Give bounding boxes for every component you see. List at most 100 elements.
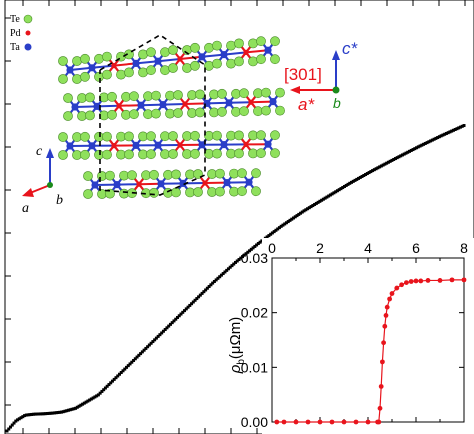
inset-x-tick-label: 4 [364,240,372,256]
c-axis-label: c [36,144,43,159]
main-data-point [337,188,341,192]
main-data-point [221,272,225,276]
ta-atom [113,181,121,189]
inset-data-point [381,340,386,346]
b-reciprocal-label: b [333,95,341,111]
main-data-point [186,305,190,309]
te-atom [129,109,139,120]
main-data-point [288,218,292,222]
main-data-point [411,148,415,152]
main-data-point [443,132,447,136]
main-data-point [21,415,25,419]
crystal-bond [206,101,230,105]
main-data-point [423,141,427,145]
te-atom [146,149,156,160]
te-atom [168,63,178,73]
te-atom [105,170,115,181]
te-atom [217,88,227,99]
ta-atom [154,57,162,65]
inset-data-point [305,419,311,425]
main-data-point [444,131,448,135]
te-atom [261,105,271,116]
direction-label: [301] [284,65,322,84]
resistivity-inset: 0 2 4 6 8 0.00 0.01 0.02 0.03 ρb(μΩm) [227,238,474,434]
main-data-point [374,167,378,171]
main-data-point [393,157,397,161]
a-axis-arrow [29,184,51,194]
main-data-point [350,180,354,184]
main-data-point [133,357,137,361]
main-data-point [353,178,357,182]
c-star-label: c* [342,39,359,58]
main-data-point [313,202,317,206]
main-data-point [170,321,174,325]
main-data-point [334,190,338,194]
main-data-point [23,414,27,418]
main-data-point [420,143,424,147]
main-data-point [453,127,457,131]
main-data-point [38,412,42,416]
te-atom [107,109,117,120]
inset-data-point [365,419,371,425]
main-data-point [82,401,86,405]
te-atom [270,130,280,141]
ta-atom [132,141,140,149]
main-data-point [86,399,90,403]
te-atom [58,56,68,66]
te-atom [195,107,205,118]
main-data-point [156,334,160,338]
main-data-point [408,149,412,153]
inset-y-tick-label: 0.01 [241,359,268,375]
main-data-point [183,309,187,313]
te-atom [83,171,93,181]
main-data-point [255,243,259,247]
main-data-point [52,411,56,415]
main-data-point [114,376,118,380]
te-atom [63,111,73,121]
te-atom [261,87,271,98]
te-atom [146,65,156,76]
inset-y-tick-label: 0.02 [241,305,268,321]
ta-atom [179,179,187,187]
main-plot-frame [4,0,474,434]
main-data-point [441,133,445,137]
te-atom [237,186,247,197]
main-data-point [372,168,376,172]
main-data-point [125,365,129,369]
main-data-point [54,411,58,415]
te-atom [149,187,159,198]
main-data-point [323,196,327,200]
main-data-point [277,226,281,230]
main-data-point [168,322,172,326]
legend-marker-ta [24,43,32,51]
inset-data-point [399,282,404,288]
inset-x-tick-label: 8 [460,240,468,256]
inset-data-point [341,419,347,425]
main-data-point [59,410,63,414]
main-data-point [226,267,230,271]
main-data-point [89,397,93,401]
main-data-point [302,209,306,213]
main-data-point [400,153,404,157]
main-data-point [79,403,83,407]
inset-data-point [418,278,424,284]
main-data-point [190,302,194,306]
main-data-point [77,404,81,408]
te-atom [173,90,183,100]
main-data-point [10,423,14,427]
main-data-point [309,205,313,209]
crystal-bond [228,101,252,104]
te-atom [212,58,222,69]
main-data-point [188,303,192,307]
inset-data-point [382,323,388,329]
main-data-point [437,135,441,139]
main-data-point [379,164,383,168]
main-data-point [35,412,39,416]
main-data-point [144,346,148,350]
a-star-arrowhead [290,86,300,94]
a-axis-arrowhead [22,188,34,197]
ta-atom [198,53,206,61]
crystal-bond [74,105,98,108]
main-data-point [376,166,380,170]
main-data-point [234,260,237,264]
